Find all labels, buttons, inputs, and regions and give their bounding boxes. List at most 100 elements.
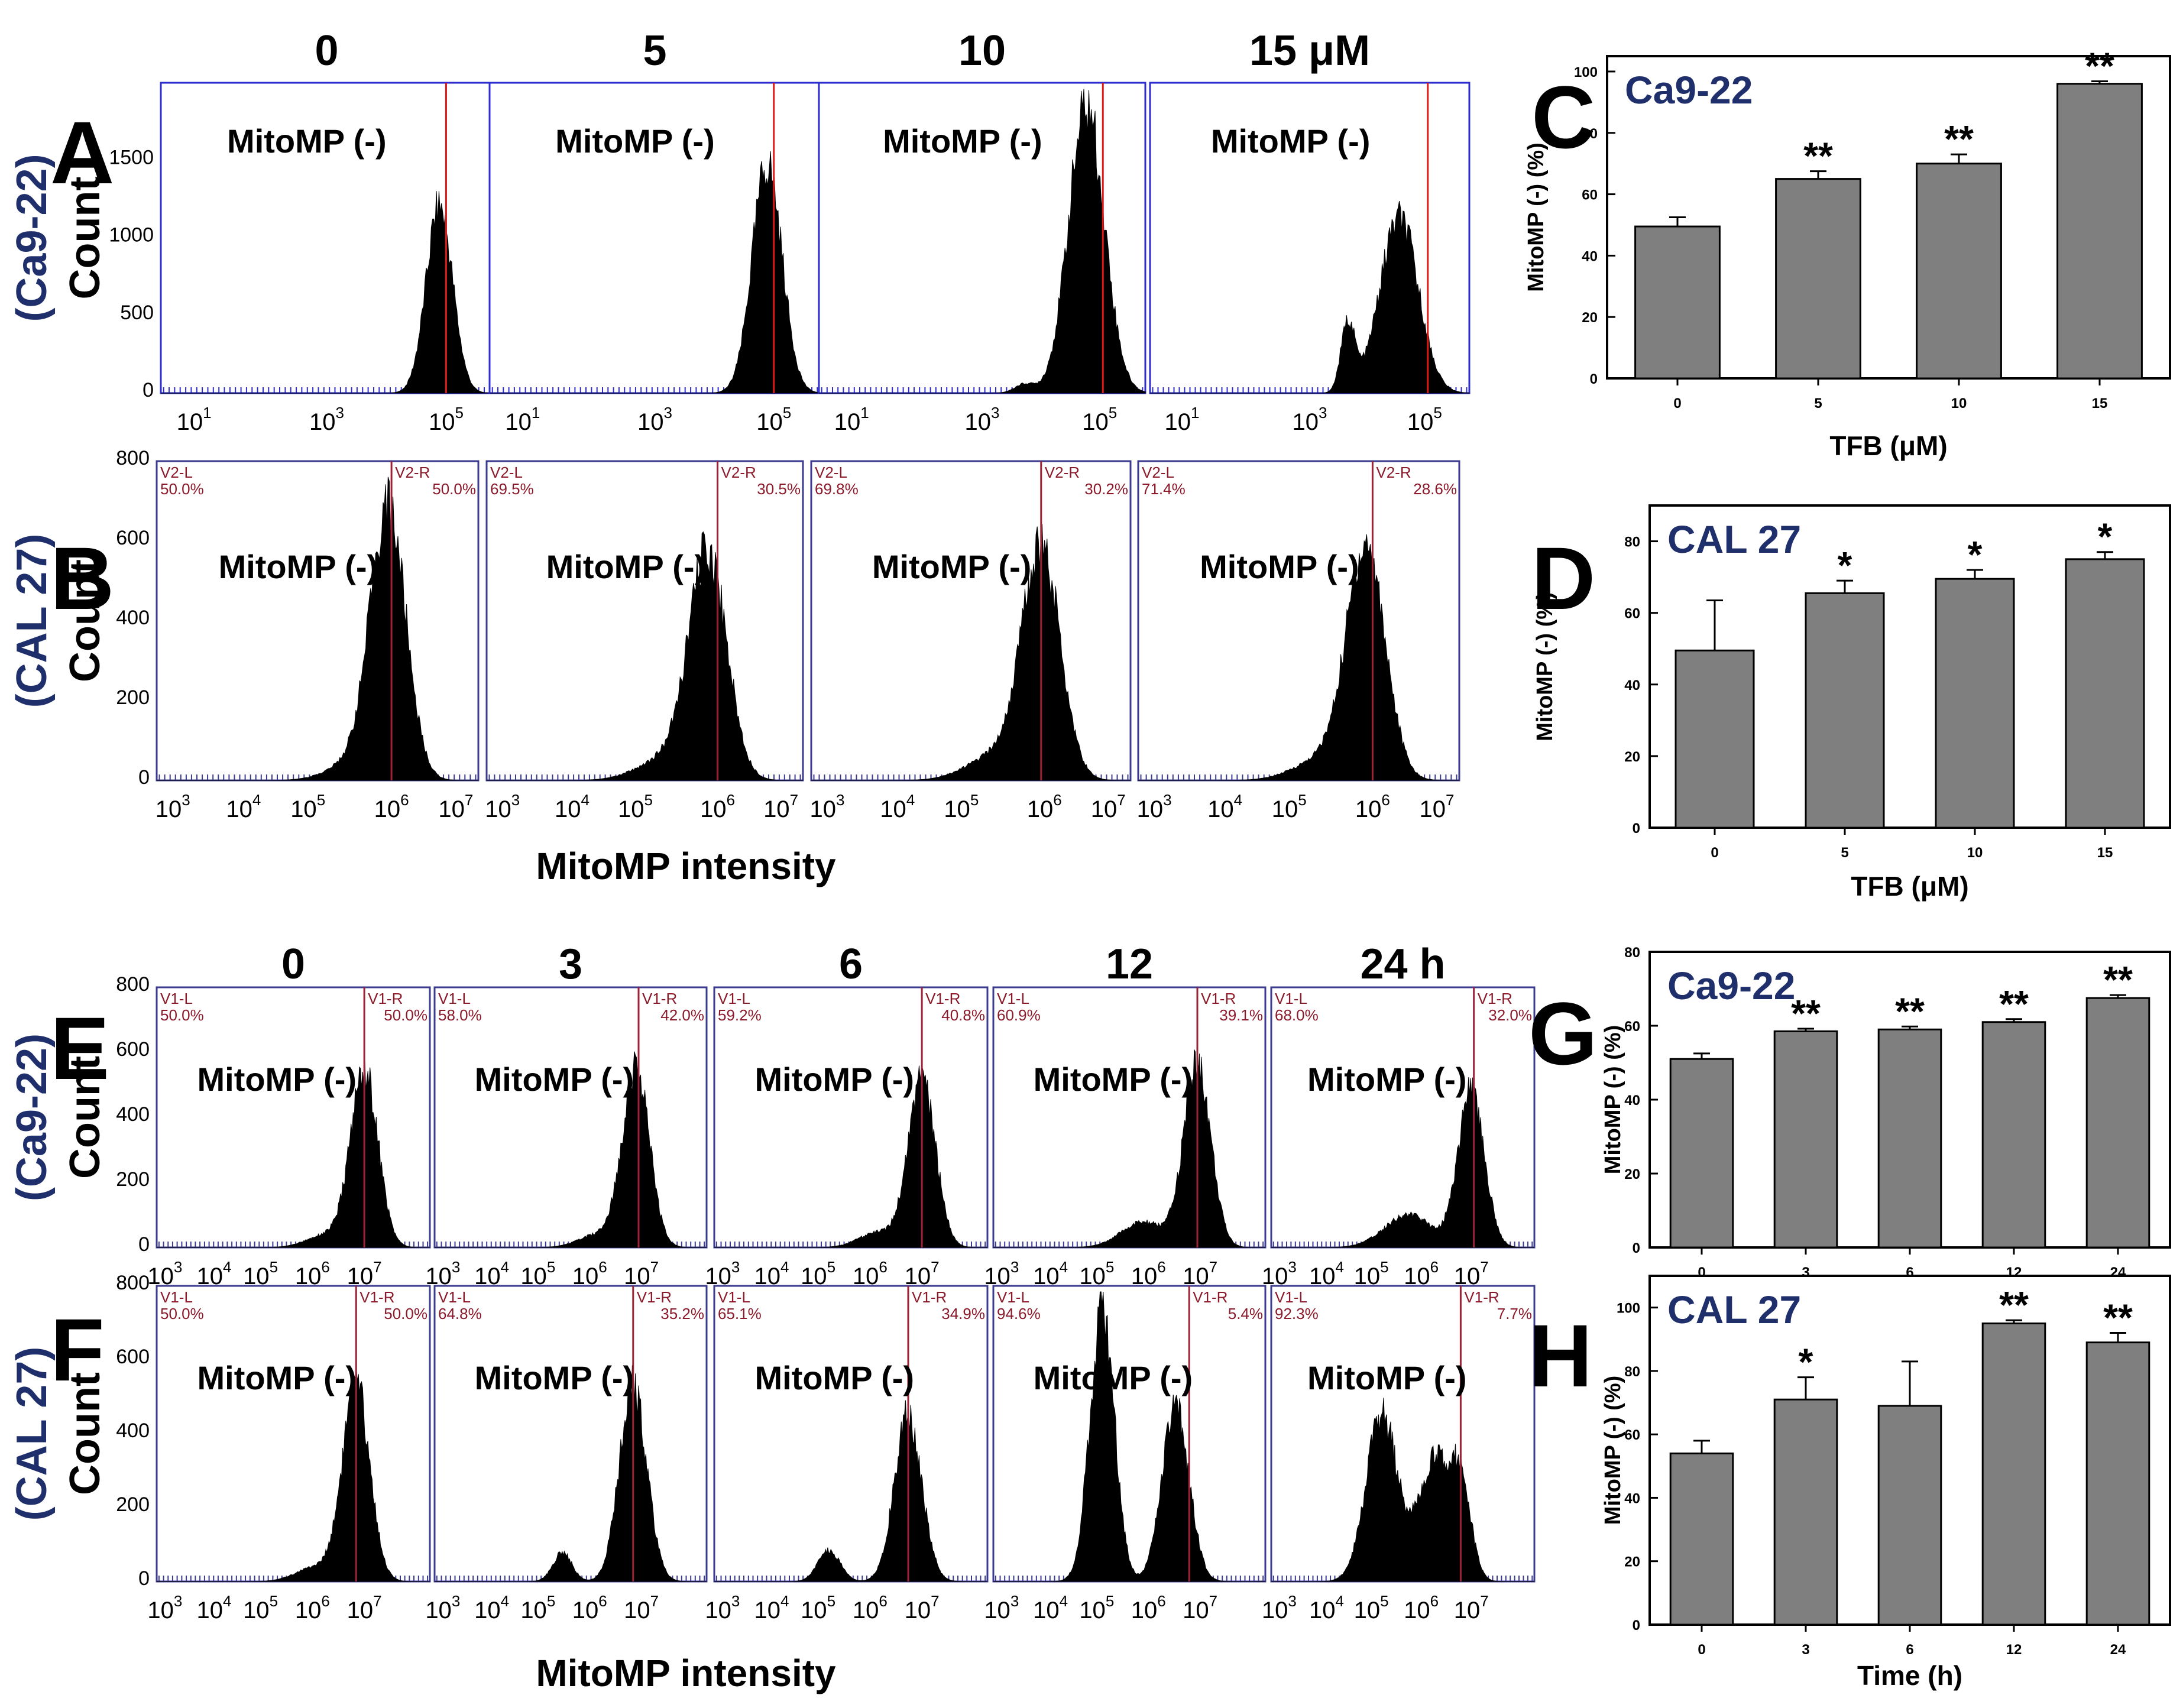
gate-right-name: V1-R <box>359 1288 394 1306</box>
histogram-B-2: V2-L69.5%V2-R30.5%MitoMP (-)103 104 105 106… <box>485 460 804 822</box>
column-header-E-3: 6 <box>839 941 863 988</box>
panel-letter-A: A <box>50 103 114 202</box>
x-tick-exponent: 3 <box>1319 404 1327 422</box>
x-tick-exponent: 6 <box>598 1258 607 1276</box>
x-tick-label: 105 <box>1079 1258 1114 1289</box>
x-tick-exponent: 3 <box>511 791 520 809</box>
x-tick-base: 10 <box>1027 796 1054 822</box>
row-label-E: (Ca9-22) <box>8 1033 56 1201</box>
gate-left-pct: 60.9% <box>997 1006 1041 1024</box>
gate-left-pct: 69.8% <box>815 480 859 498</box>
x-tick-label: 106 <box>1131 1258 1166 1289</box>
y-tick-label: 0 <box>1590 371 1598 387</box>
histogram-E-2: 3 V1-L58.0% V1-R42.0% MitoMP (-) 103 104 105 10… <box>425 941 708 1289</box>
gate-left-pct: 50.0% <box>160 1305 204 1323</box>
x-tick-exponent: 3 <box>991 404 999 422</box>
mitomp-negative-label: MitoMP (-) <box>754 1359 914 1396</box>
x-tick-exponent: 5 <box>1109 404 1117 422</box>
x-tick-exponent: 7 <box>1209 1258 1217 1276</box>
y-tick-B-400: 400 <box>116 607 150 629</box>
column-header-A-3: 10 <box>958 27 1006 74</box>
bar-chart-D: D CAL 27 0 20 40 60 80 MitoMP (-) (%) 0 5 * 10 * 15 * T… <box>1531 504 2171 902</box>
mitomp-negative-label: MitoMP (-) <box>197 1061 357 1098</box>
x-tick-label: 24 <box>2110 1642 2126 1658</box>
x-tick-base: 10 <box>756 409 783 435</box>
x-tick-label: 105 <box>290 791 325 822</box>
y-tick-label: 0 <box>1633 1240 1640 1256</box>
x-tick-exponent: 3 <box>1288 1592 1296 1610</box>
axis-title-mitomp-intensity-top: MitoMP intensity <box>536 845 836 887</box>
histogram-frame <box>156 1285 431 1583</box>
gate-left-pct: 94.6% <box>997 1305 1041 1323</box>
x-tick-label: 103 <box>984 1592 1019 1623</box>
x-tick-label: 103 <box>705 1258 740 1289</box>
histogram-B-3: V2-L69.8%V2-R30.2%MitoMP (-)103 104 105 106… <box>810 460 1132 822</box>
x-tick-exponent: 4 <box>223 1592 231 1610</box>
x-tick-exponent: 3 <box>836 791 844 809</box>
mitomp-negative-label: MitoMP (-) <box>555 122 715 160</box>
x-tick-label: 104 <box>555 791 590 822</box>
histogram-distribution <box>1271 1077 1534 1248</box>
y-tick-A-1000: 1000 <box>109 224 154 247</box>
x-tick-exponent: 1 <box>860 404 869 422</box>
y-axis-label-A: Count <box>61 177 109 300</box>
bar-0 <box>1669 1452 1734 1626</box>
x-tick-base: 10 <box>965 409 992 435</box>
gate-right-name: V2-R <box>1045 464 1080 481</box>
y-axis-label-F: Count <box>61 1372 109 1495</box>
histogram-distribution <box>819 89 1146 394</box>
x-tick-exponent: 4 <box>780 1592 789 1610</box>
significance-marker: ** <box>2103 958 2133 1001</box>
histogram-E-5: 24 h V1-L68.0% V1-R32.0% MitoMP (-) 103 104 10… <box>1262 941 1536 1289</box>
x-tick-exponent: 5 <box>827 1258 835 1276</box>
x-tick-label: 0 <box>1711 845 1718 861</box>
gate-right-pct: 50.0% <box>432 480 476 498</box>
gate-right-name: V2-R <box>395 464 430 481</box>
bar-chart-H: H CAL 27 0 20 40 60 80 100 MitoMP (-) (%) 0 3 * 6 12 *… <box>1528 1275 2171 1691</box>
x-tick-label: 106 <box>700 791 735 822</box>
x-tick-exponent: 5 <box>1106 1592 1114 1610</box>
x-tick-label: 105 <box>1407 404 1442 435</box>
significance-marker: ** <box>2085 45 2114 87</box>
x-tick-label: 103 <box>705 1592 740 1623</box>
x-tick-exponent: 7 <box>931 1258 939 1276</box>
x-tick-label: 103 <box>156 791 190 822</box>
x-tick-label: 106 <box>572 1258 607 1289</box>
histogram-distribution <box>161 191 493 394</box>
x-tick-base: 10 <box>1033 1597 1060 1623</box>
mitomp-negative-label: MitoMP (-) <box>1200 548 1359 585</box>
gate-left-pct: 50.0% <box>160 480 204 498</box>
x-tick-label: 103 <box>637 404 672 435</box>
x-tick-label: 105 <box>1354 1258 1389 1289</box>
x-tick-label: 104 <box>1033 1258 1068 1289</box>
panel-letter-E: E <box>50 999 109 1098</box>
mitomp-negative-label: MitoMP (-) <box>872 548 1032 585</box>
x-tick-label: 101 <box>505 404 540 435</box>
x-tick-exponent: 3 <box>731 1592 740 1610</box>
x-tick-label: 104 <box>197 1592 232 1623</box>
x-tick-exponent: 6 <box>321 1258 329 1276</box>
x-tick-base: 10 <box>1407 409 1434 435</box>
gate-left-pct: 92.3% <box>1275 1305 1319 1323</box>
x-tick-label: 105 <box>801 1592 835 1623</box>
x-tick-exponent: 3 <box>336 404 344 422</box>
mitomp-negative-label: MitoMP (-) <box>546 548 706 585</box>
x-tick-label: 107 <box>438 791 473 822</box>
x-tick-exponent: 5 <box>270 1592 278 1610</box>
x-tick-base: 10 <box>1091 796 1118 822</box>
x-tick-exponent: 6 <box>879 1258 887 1276</box>
histogram-frame <box>433 986 708 1249</box>
histogram-frame <box>156 460 480 782</box>
x-tick-exponent: 3 <box>1288 1258 1296 1276</box>
x-tick-base: 10 <box>1183 1597 1209 1623</box>
gate-left-pct: 71.4% <box>1142 480 1186 498</box>
y-tick-label: 20 <box>1582 310 1598 326</box>
bar-5 <box>1775 178 1861 380</box>
chart-title: Ca9-22 <box>1667 964 1795 1007</box>
x-tick-label: 15 <box>2097 845 2113 861</box>
x-axis-label: TFB (μM) <box>1829 430 1947 461</box>
gate-left-name: V1-L <box>438 1288 471 1306</box>
x-tick-label: 106 <box>572 1592 607 1623</box>
column-header-A-4: 15 μM <box>1249 27 1370 74</box>
x-tick-base: 10 <box>147 1597 174 1623</box>
